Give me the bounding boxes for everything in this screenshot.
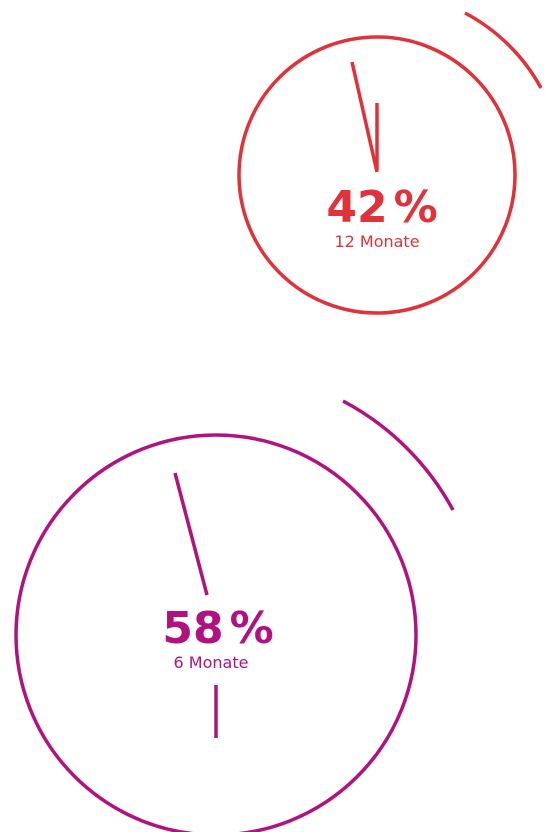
stat-gauge: 58% 6 Monate [14, 399, 455, 832]
gauge-circle [237, 35, 517, 315]
gauge-circle [14, 433, 418, 832]
stat-label: 6 Monate [174, 653, 249, 672]
stat-gauge: 42% 12 Monate [237, 11, 543, 315]
outer-arc [464, 11, 543, 89]
stat-value: 42% [326, 182, 437, 233]
stat-value: 58% [162, 603, 273, 654]
needle [350, 61, 379, 173]
stat-label: 12 Monate [334, 232, 419, 251]
needle [173, 472, 209, 596]
outer-arc [342, 399, 455, 511]
